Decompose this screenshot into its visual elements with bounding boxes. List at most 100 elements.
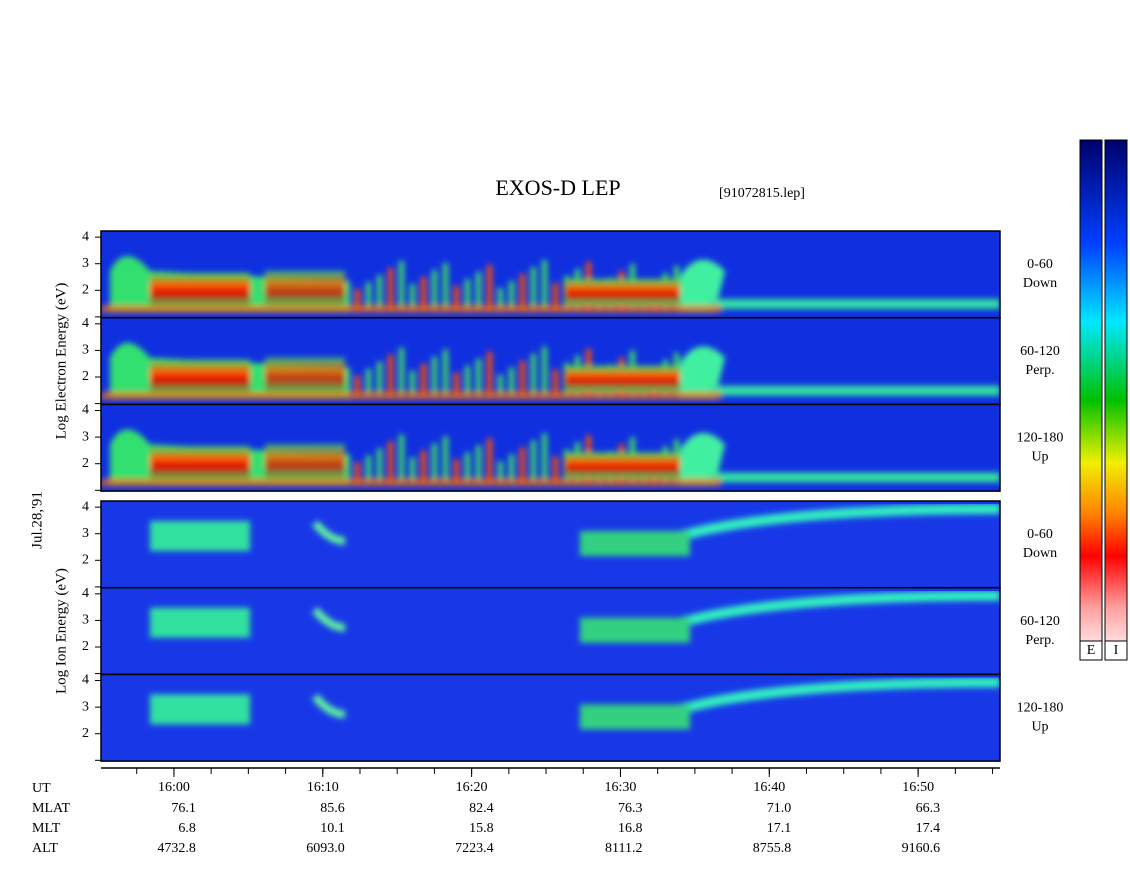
y-tick-label: 3 <box>82 256 89 271</box>
file-label: [91072815.lep] <box>719 186 805 201</box>
spectrum-feature <box>680 346 725 398</box>
ephemeris-value: 8755.8 <box>753 841 792 856</box>
spectrum-feature <box>265 357 345 394</box>
colorbar-label: E <box>1087 643 1096 658</box>
spectrum-feature <box>531 353 536 396</box>
panel-sublabel: Down <box>1023 276 1057 291</box>
y-tick-label: 3 <box>82 699 89 714</box>
colorbar <box>1079 139 1103 661</box>
spectrum-feature <box>150 607 250 638</box>
spectrum-feature <box>680 259 725 311</box>
spectrum-feature <box>150 521 250 551</box>
spectrum-feature <box>509 367 514 396</box>
panel-sublabel: Up <box>1031 450 1048 465</box>
spectrum-feature <box>454 372 459 396</box>
y-tick-label: 2 <box>82 456 89 471</box>
spectrum-feature <box>377 361 382 396</box>
spectrum-feature <box>710 472 1000 483</box>
spectrogram <box>101 231 1000 761</box>
panel-sublabel: Up <box>1031 720 1048 735</box>
row-label: MLAT <box>32 801 71 816</box>
spectrum-feature <box>498 461 503 483</box>
spectrum-feature <box>421 277 426 309</box>
spectrum-feature <box>355 289 360 309</box>
spectrum-feature <box>432 443 437 483</box>
spectrum-feature <box>580 531 690 556</box>
spectrum-feature <box>432 356 437 396</box>
spectrum-feature <box>520 274 525 309</box>
y-tick-label: 2 <box>82 639 89 654</box>
colorbar-label: I <box>1114 643 1119 658</box>
spectrum-feature <box>366 368 371 396</box>
spectrum-feature <box>580 704 690 730</box>
y-tick-label: 3 <box>82 429 89 444</box>
spectrum-feature <box>465 452 470 483</box>
panel-sublabel: Down <box>1023 546 1057 561</box>
spectrum-feature <box>487 265 492 309</box>
spectrum-feature <box>520 360 525 396</box>
spectrum-feature <box>553 283 558 309</box>
spectrum-feature <box>410 370 415 396</box>
spectrum-feature <box>410 457 415 483</box>
spectrum-feature <box>311 607 346 632</box>
chart-title: EXOS-D LEP <box>495 175 620 200</box>
x-tick-label: 16:10 <box>307 780 339 795</box>
y-tick-label: 3 <box>82 343 89 358</box>
ephemeris-value: 9160.6 <box>902 841 941 856</box>
panel-frame <box>100 673 1001 762</box>
spectrum-feature <box>388 354 393 396</box>
y-tick-label: 4 <box>82 586 89 601</box>
y-tick-label: 4 <box>82 316 89 331</box>
spectrum-feature <box>410 284 415 309</box>
ephemeris-value: 17.1 <box>767 821 792 836</box>
y-axis-label: Log Ion Energy (eV) <box>53 568 69 694</box>
y-tick-label: 2 <box>82 369 89 384</box>
x-tick-label: 16:40 <box>753 780 785 795</box>
y-axis-label: Log Electron Energy (eV) <box>53 283 69 440</box>
spectrum-feature <box>366 282 371 309</box>
spectrum-feature <box>487 351 492 396</box>
ephemeris-value: 71.0 <box>767 801 792 816</box>
spectrum-feature <box>265 271 345 307</box>
spectrum-feature <box>399 261 404 309</box>
date-label: Jul.28,'91 <box>29 491 45 549</box>
panel-label: 120-180 <box>1017 701 1064 716</box>
spectrum-feature <box>150 359 250 394</box>
spectrum-feature <box>580 617 690 643</box>
ephemeris-value: 82.4 <box>469 801 494 816</box>
ephemeris-value: 76.3 <box>618 801 643 816</box>
panel-label: 0-60 <box>1027 527 1053 542</box>
spectrum-feature <box>531 267 536 309</box>
panel-label: 0-60 <box>1027 257 1053 272</box>
ephemeris-value: 76.1 <box>171 801 196 816</box>
spectrum-feature <box>377 275 382 309</box>
spectrum-feature <box>366 455 371 483</box>
spectrum-feature <box>509 281 514 309</box>
spectrum-feature <box>377 448 382 483</box>
x-tick-label: 16:50 <box>902 780 934 795</box>
panel-frame <box>100 403 1001 492</box>
spectrum-feature <box>101 478 721 487</box>
x-tick-label: 16:20 <box>456 780 488 795</box>
spectrum-feature <box>565 279 680 305</box>
ephemeris-value: 8111.2 <box>605 841 642 856</box>
ephemeris-value: 17.4 <box>916 821 941 836</box>
ephemeris-value: 15.8 <box>469 821 494 836</box>
panel-label: 60-120 <box>1020 344 1060 359</box>
spectrum-feature <box>487 438 492 483</box>
y-tick-label: 4 <box>82 673 89 688</box>
spectrum-feature <box>509 454 514 483</box>
spectrum-features <box>150 590 1000 643</box>
spectrum-feature <box>399 347 404 396</box>
spectrum-feature <box>432 270 437 309</box>
spectrum-feature <box>443 436 448 483</box>
spectrum-feature <box>150 273 250 307</box>
y-tick-label: 3 <box>82 526 89 541</box>
colorbar-label-box <box>1079 640 1103 661</box>
ephemeris-value: 66.3 <box>916 801 941 816</box>
spectrum-feature <box>710 299 1000 309</box>
spectrum-feature <box>465 365 470 396</box>
row-label: UT <box>32 781 51 796</box>
row-label: MLT <box>32 821 61 836</box>
